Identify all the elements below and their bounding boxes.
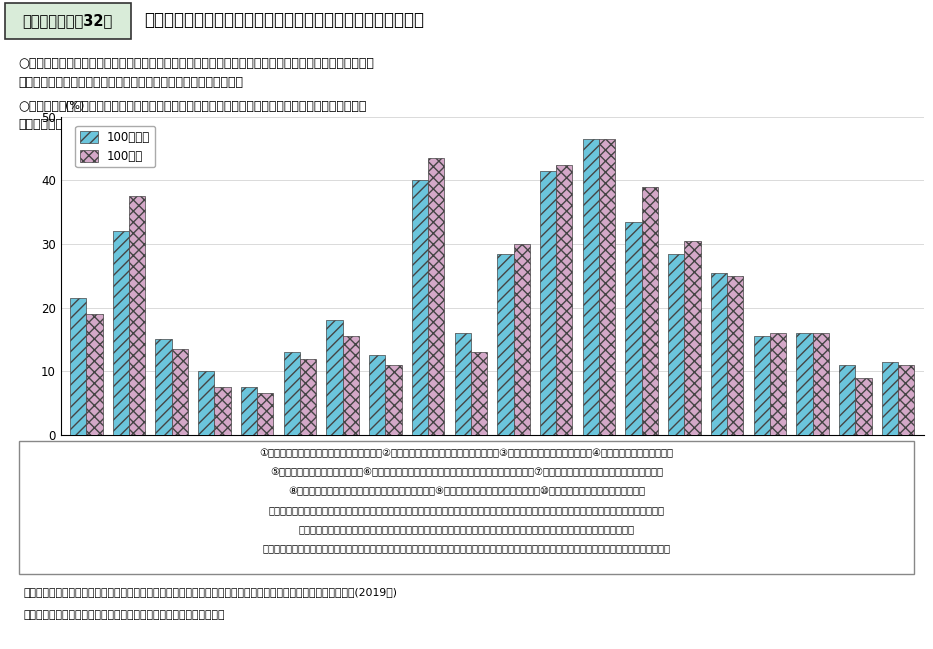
Bar bbox=[685, 241, 701, 435]
Bar bbox=[299, 358, 316, 435]
Bar bbox=[156, 339, 172, 435]
Bar bbox=[369, 356, 385, 435]
Bar bbox=[583, 139, 599, 435]
Text: 第２－（２）－32図: 第２－（２）－32図 bbox=[22, 13, 112, 28]
Bar bbox=[342, 336, 359, 435]
Text: ⑪長時間労働対策やメンタルヘルス対策、⑫有給休暇の取得促進、⑬職場の人間関係やコミュニケーションの円滑化、⑭仕事と育児との両立支援、: ⑪長時間労働対策やメンタルヘルス対策、⑫有給休暇の取得促進、⑬職場の人間関係やコ… bbox=[269, 505, 664, 515]
Text: ⑮仕事と介護との両立支援、⑯仕事と病気治療との両立支援、⑰育児・介護・病気治療等により離職された方への復職支援、: ⑮仕事と介護との両立支援、⑯仕事と病気治療との両立支援、⑰育児・介護・病気治療等… bbox=[299, 524, 634, 534]
Bar bbox=[898, 365, 914, 435]
Text: ①人事評価に関する公正性・納得性の向上、②本人の希望を踏まえた配属、配置転換、③業務遂行に伴う裁量権の拡大、④優秀な人材の抜擢・登用、: ①人事評価に関する公正性・納得性の向上、②本人の希望を踏まえた配属、配置転換、③… bbox=[259, 448, 674, 458]
Text: (%): (%) bbox=[65, 101, 84, 110]
Bar bbox=[754, 336, 770, 435]
Bar bbox=[471, 352, 487, 435]
Bar bbox=[215, 387, 230, 435]
Bar bbox=[70, 298, 86, 435]
Bar bbox=[454, 333, 471, 435]
Text: ⑤優秀な人材の正社員への登用、⑥いわゆる正社員と限定正社員との間での相互転換の柔軟化、⑦能力・成果等に見合った昇進や賃金アップ、: ⑤優秀な人材の正社員への登用、⑥いわゆる正社員と限定正社員との間での相互転換の柔… bbox=[270, 467, 663, 477]
Bar bbox=[86, 314, 103, 435]
Bar bbox=[813, 333, 829, 435]
Bar bbox=[882, 361, 898, 435]
Bar bbox=[625, 222, 642, 435]
Bar bbox=[711, 273, 727, 435]
Bar bbox=[642, 187, 658, 435]
FancyBboxPatch shape bbox=[5, 3, 131, 39]
Bar bbox=[668, 254, 685, 435]
Bar bbox=[540, 171, 556, 435]
Bar bbox=[129, 196, 146, 435]
Legend: 100人以下, 100人超: 100人以下, 100人超 bbox=[76, 126, 155, 167]
Bar bbox=[727, 276, 744, 435]
Bar bbox=[556, 164, 573, 435]
Bar bbox=[411, 180, 428, 435]
Bar bbox=[599, 139, 615, 435]
Bar bbox=[856, 378, 871, 435]
Bar bbox=[797, 333, 813, 435]
Bar bbox=[839, 365, 856, 435]
Bar bbox=[258, 393, 273, 435]
Text: 資料出所　（独）労働政策研究・研修機構「人手不足等をめぐる現状と働き方等に関する調査（正社員調査票）」(2019年): 資料出所 （独）労働政策研究・研修機構「人手不足等をめぐる現状と働き方等に関する… bbox=[23, 587, 397, 597]
Bar bbox=[198, 371, 215, 435]
Bar bbox=[327, 321, 342, 435]
Bar bbox=[284, 352, 299, 435]
Text: ○　従業員１００人超の企業の正社員は、１００人以下の企業の正社員に比べ、「労働時間の短縮や働き: ○ 従業員１００人超の企業の正社員は、１００人以下の企業の正社員に比べ、「労働時… bbox=[19, 57, 374, 70]
Text: ⑱従業員間の不合理な待遇格差の解消（男女間、正規・非正規間等）、⑲経営戦略情報、部門・職場での目標の共有化、浸透促進、⑳副業・兼業の推進: ⑱従業員間の不合理な待遇格差の解消（男女間、正規・非正規間等）、⑲経営戦略情報、… bbox=[262, 543, 671, 553]
Text: 従業員規模別にみた働きやすさの向上のために重要な雇用管理: 従業員規模別にみた働きやすさの向上のために重要な雇用管理 bbox=[145, 11, 425, 29]
Bar bbox=[385, 365, 401, 435]
Text: 方の柔軟化」「仕事と育児との両立支援」などを重視している。: 方の柔軟化」「仕事と育児との両立支援」などを重視している。 bbox=[19, 75, 244, 88]
Bar bbox=[172, 349, 188, 435]
Text: ⑧能力開発機会の充実や従業員の自己啓発への支援、⑨労働時間の短縮や働き方の柔軟化、⑩採用時に職務内容を文書で明確化、: ⑧能力開発機会の充実や従業員の自己啓発への支援、⑨労働時間の短縮や働き方の柔軟化… bbox=[288, 486, 645, 496]
Bar bbox=[241, 387, 258, 435]
Text: 性・納得性の向上」「仕事と病気治療との両立支援」を重視している。: 性・納得性の向上」「仕事と病気治療との両立支援」を重視している。 bbox=[19, 118, 266, 131]
Bar bbox=[770, 333, 787, 435]
Bar bbox=[428, 158, 444, 435]
Text: 従業員規模別にみた働きやすさの向上のために重要な雇用管理: 従業員規模別にみた働きやすさの向上のために重要な雇用管理 bbox=[411, 142, 596, 153]
Text: の個票を厚生労働省政策統括官付政策統括室にて独自集計: の個票を厚生労働省政策統括官付政策統括室にて独自集計 bbox=[23, 610, 225, 620]
Bar bbox=[113, 231, 129, 435]
Bar bbox=[513, 244, 530, 435]
Text: ○　他方、１００人以下の企業の正社員は、１００人超の企業の正社員に比べ「人事評価に関する公正: ○ 他方、１００人以下の企業の正社員は、１００人超の企業の正社員に比べ「人事評価… bbox=[19, 100, 367, 113]
Bar bbox=[497, 254, 513, 435]
